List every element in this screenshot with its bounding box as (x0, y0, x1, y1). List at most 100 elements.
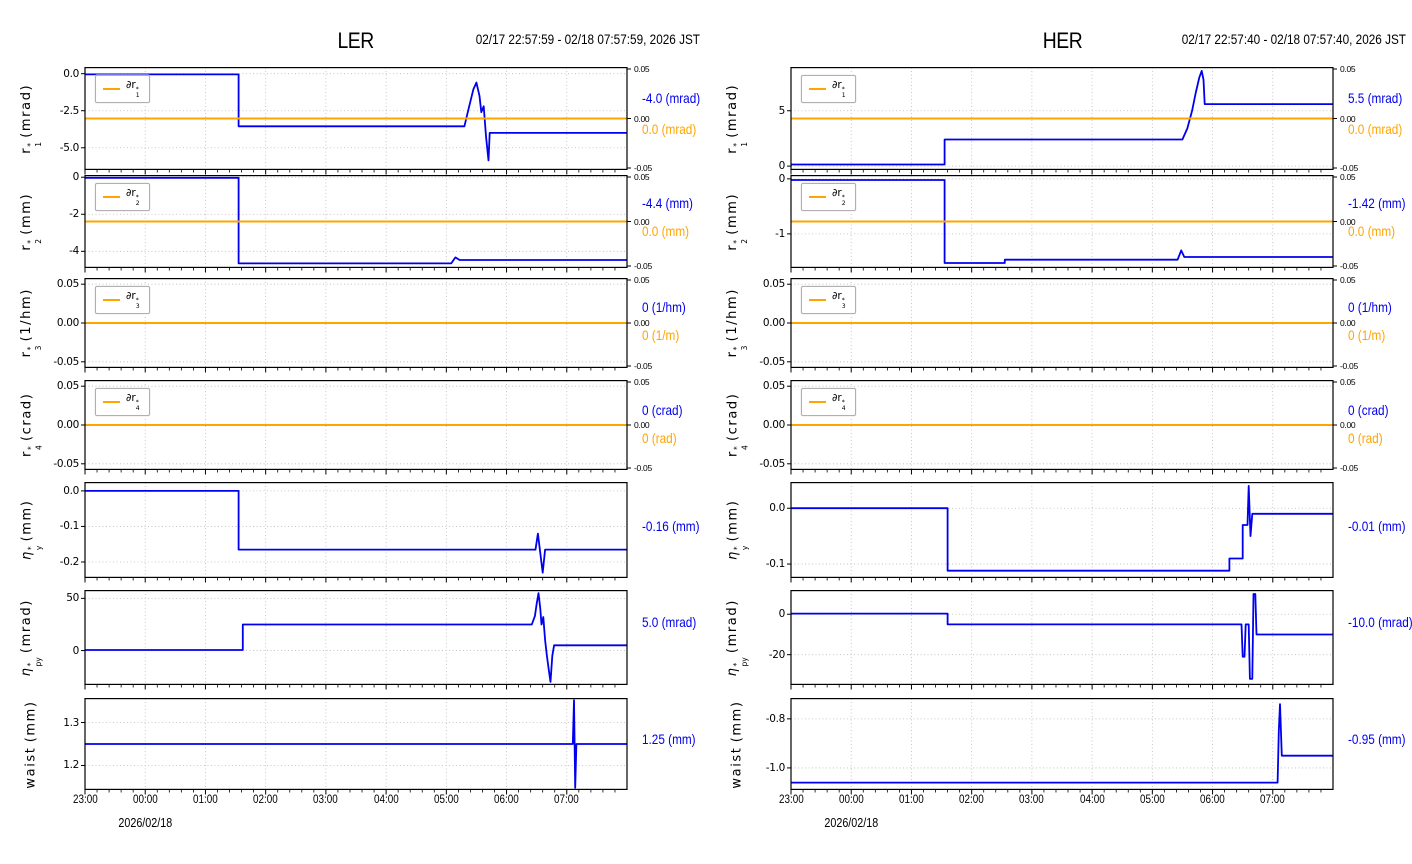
right-axis-tick-label: -0.05 (634, 163, 652, 173)
x-tick-label: 07:00 (554, 794, 580, 806)
x-tick-label: 01:00 (193, 794, 218, 806)
right-axis-tick-label: -0.05 (1340, 361, 1358, 371)
x-tick-label: 04:00 (373, 794, 399, 806)
sup-sub-stack: * 2 (26, 238, 44, 244)
legend-label: ∂r * 1 (126, 79, 140, 99)
x-tick-label: 06:00 (1200, 794, 1225, 806)
plot-r1-star-her (787, 67, 1337, 175)
y-tick-label: -5.0 (59, 141, 80, 154)
right-axis-tick-label: 0.00 (1340, 113, 1356, 124)
right-axis-tick-label: 0.05 (1340, 377, 1356, 387)
legend-r3-star: ∂r * 3 (801, 286, 856, 314)
y-tick-label: 0 (72, 644, 80, 657)
y-tick-label: 0.0 (63, 484, 79, 497)
current-value-blue-eta-py-star: 5.0 (mrad) (642, 614, 697, 631)
column-title-her: HER (791, 28, 1333, 54)
x-tick-label: 00:00 (838, 794, 864, 806)
y-tick-label: -0.05 (53, 457, 79, 470)
legend-r4-star: ∂r * 4 (95, 388, 150, 416)
daterange-her: 02/17 22:57:40 - 02/18 07:57:40, 2026 JS… (1139, 31, 1406, 47)
y-tick-label: 0.0 (769, 502, 785, 515)
right-axis-tick-label: -0.05 (1340, 261, 1358, 271)
right-axis-tick-label: -0.05 (634, 463, 652, 473)
plot-r1-star-ler (81, 67, 631, 175)
right-axis-tick-label: 0.05 (1340, 172, 1356, 182)
y-tick-label: 0.05 (762, 278, 785, 291)
legend-line-swatch (103, 298, 120, 302)
current-value-blue-r2-star: -1.42 (mm) (1348, 194, 1406, 211)
reference-value-orange-r2-star: 0.0 (mm) (1348, 222, 1396, 239)
sup-sub-stack: * 2 (841, 193, 846, 207)
current-value-blue-r4-star: 0 (crad) (642, 401, 683, 418)
plot-r2-star-her (787, 175, 1337, 273)
sup-sub-stack: * 4 (26, 445, 44, 451)
y-tick-label: 0 (778, 608, 786, 621)
x-tick-label: 01:00 (899, 794, 924, 806)
sup-sub-stack: * 1 (841, 85, 846, 99)
y-axis-label-waist: waist (mm) (23, 699, 39, 789)
right-axis-tick-label: 0.00 (634, 113, 650, 124)
y-axis-label-r1-star: r * 1 (mrad) (19, 83, 44, 154)
x-axis-date-label: 2026/02/18 (118, 816, 173, 830)
x-tick-label: 03:00 (1019, 794, 1045, 806)
current-value-blue-r2-star: -4.4 (mm) (642, 194, 693, 211)
reference-value-orange-r1-star: 0.0 (mrad) (1348, 120, 1403, 137)
plot-r4-star-ler (81, 380, 631, 475)
current-value-blue-eta-py-star: -10.0 (mrad) (1348, 614, 1412, 631)
legend-label: ∂r * 3 (126, 290, 140, 310)
plot-waist-her (787, 698, 1334, 795)
legend-label: ∂r * 3 (832, 290, 846, 310)
y-tick-label: 0 (72, 171, 80, 184)
current-value-blue-r3-star: 0 (1/hm) (1348, 298, 1392, 315)
legend-r1-star: ∂r * 1 (801, 75, 856, 103)
sup-sub-stack: * 4 (841, 398, 846, 412)
y-tick-label: 0.00 (56, 317, 79, 329)
right-axis-tick-label: -0.05 (1340, 463, 1358, 473)
y-tick-label: -2.5 (59, 104, 80, 117)
right-axis-tick-label: 0.05 (634, 377, 650, 387)
y-tick-label: -0.8 (765, 712, 786, 725)
right-axis-tick-label: 0.00 (1340, 318, 1356, 328)
y-tick-label: -2 (69, 208, 79, 221)
sup-sub-stack: * 3 (732, 345, 750, 351)
column-title-ler: LER (85, 28, 627, 54)
x-tick-label: 06:00 (494, 794, 519, 806)
sup-sub-stack: * py (26, 657, 44, 667)
sup-sub-stack: * 4 (135, 398, 140, 412)
plot-r3-star-her (787, 278, 1337, 373)
current-value-blue-r4-star: 0 (crad) (1348, 401, 1389, 418)
y-tick-label: -20 (768, 648, 786, 661)
sup-sub-stack: * 1 (732, 141, 750, 147)
right-axis-tick-label: 0.00 (634, 420, 650, 430)
daterange-text: 02/17 22:57:59 - 02/18 07:57:59, 2026 JS… (475, 31, 700, 47)
column-her: HER 02/17 22:57:40 - 02/18 07:57:40, 202… (706, 0, 1412, 864)
right-axis-tick-label: 0.05 (634, 64, 650, 74)
y-axis-label-waist: waist (mm) (729, 699, 745, 789)
plot-r3-star-ler (81, 278, 631, 373)
y-tick-label: -1.0 (765, 761, 786, 774)
legend-line-swatch (809, 87, 826, 91)
legend-label: ∂r * 2 (832, 187, 846, 207)
daterange-text: 02/17 22:57:40 - 02/18 07:57:40, 2026 JS… (1181, 31, 1406, 47)
right-axis-tick-label: -0.05 (634, 261, 652, 271)
y-tick-label: 0 (778, 172, 786, 185)
y-tick-label: 0.05 (56, 278, 79, 291)
y-tick-label: 50 (66, 592, 79, 605)
y-tick-label: 0.00 (762, 317, 785, 329)
y-tick-label: 0 (778, 160, 786, 173)
reference-value-orange-r3-star: 0 (1/m) (1348, 326, 1386, 343)
y-tick-label: 1.2 (63, 759, 79, 772)
reference-value-orange-r4-star: 0 (rad) (642, 429, 677, 446)
legend-line-swatch (103, 87, 120, 91)
plot-r2-star-ler (81, 175, 631, 273)
sup-sub-stack: * 3 (841, 296, 846, 310)
sup-sub-stack: * 1 (135, 85, 140, 99)
y-tick-label: 0.05 (56, 380, 79, 393)
daterange-ler: 02/17 22:57:59 - 02/18 07:57:59, 2026 JS… (433, 31, 700, 47)
y-tick-label: 0.05 (762, 380, 785, 393)
right-axis-tick-label: 0.05 (1340, 275, 1356, 285)
y-tick-label: -1 (775, 227, 785, 240)
reference-value-orange-r1-star: 0.0 (mrad) (642, 120, 697, 137)
legend-label: ∂r * 1 (832, 79, 846, 99)
column-title-text: HER (1042, 28, 1082, 53)
